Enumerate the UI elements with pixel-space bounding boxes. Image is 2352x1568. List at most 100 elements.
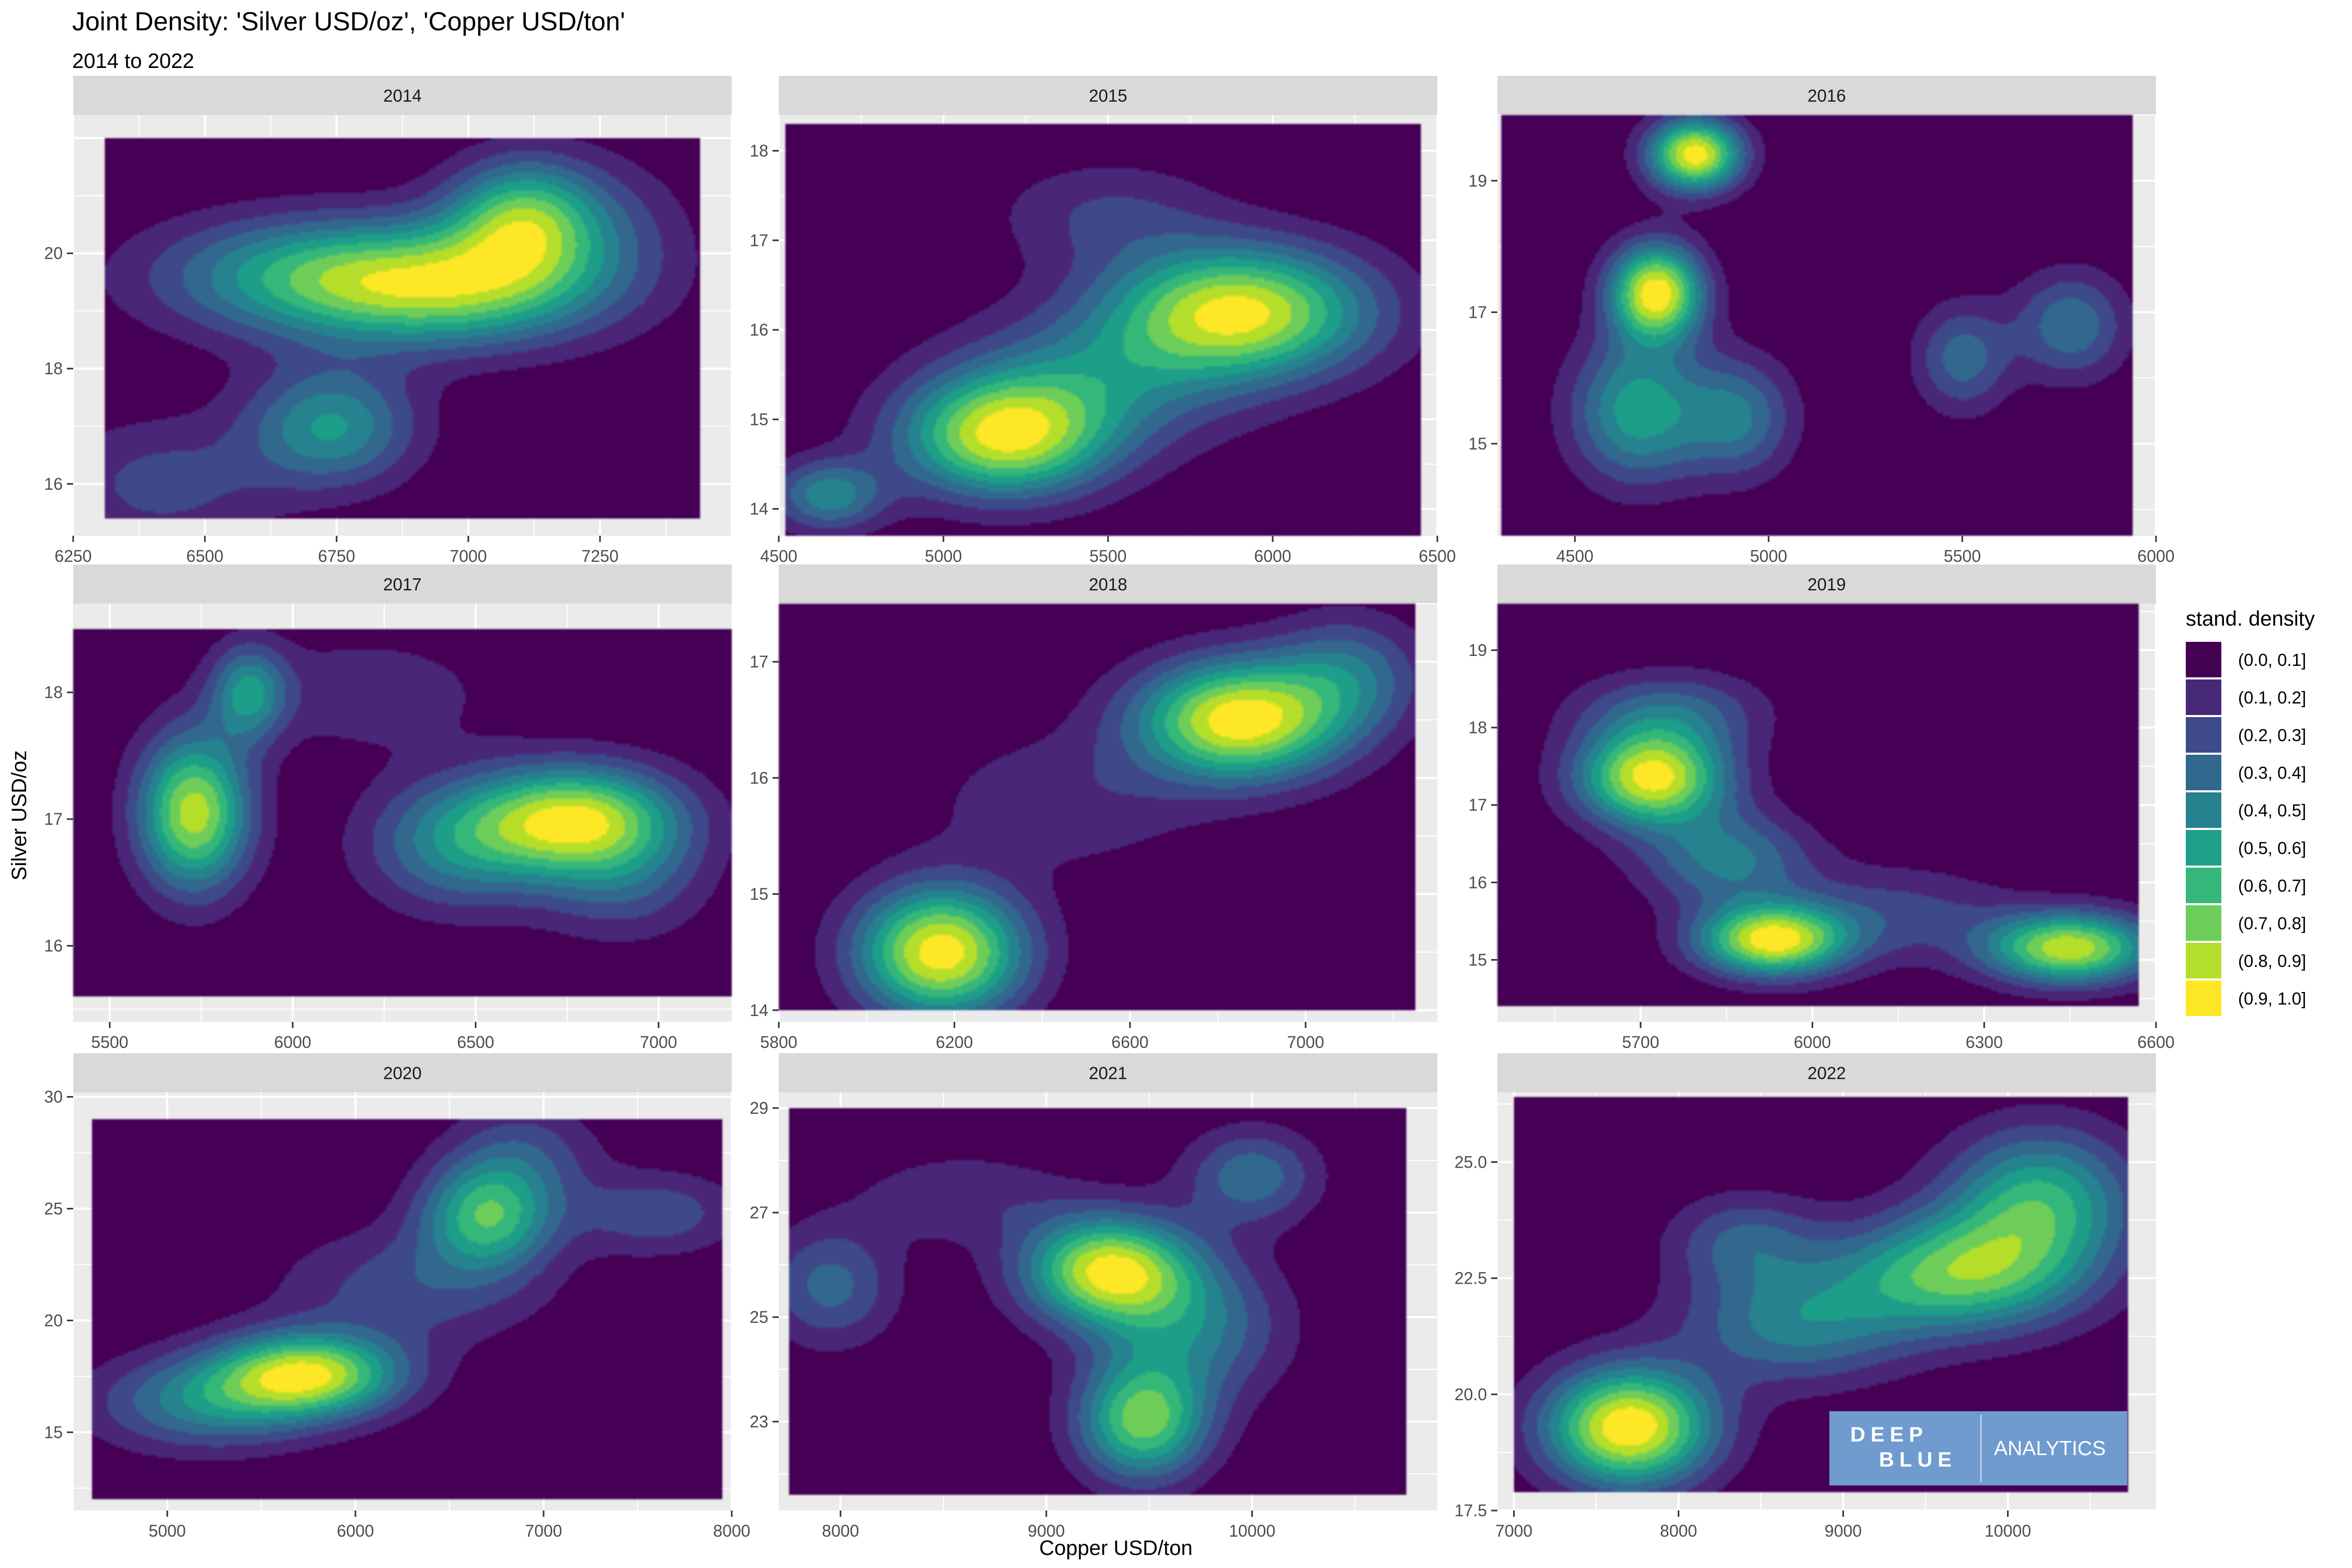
density-raster (1501, 115, 2133, 536)
density-raster (105, 138, 700, 519)
x-tick-label: 7000 (525, 1521, 562, 1540)
facet-strip-label: 2014 (383, 86, 421, 106)
x-tick-label: 6500 (186, 547, 223, 566)
y-tick-label: 23 (750, 1412, 768, 1431)
legend-swatch (2186, 868, 2221, 903)
facet-2015: 2015 4500 5000 5500 6000 6500 14 15 16 17 18 (750, 76, 1456, 566)
facet-strip-label: 2015 (1089, 86, 1127, 106)
facet-2021: 2021 8000 9000 10000 23 25 27 29 (750, 1053, 1437, 1540)
x-tick-label: 6000 (1254, 547, 1291, 566)
facet-strip (73, 1053, 732, 1092)
x-tick-label: 6300 (1966, 1033, 2003, 1052)
facet-strip (73, 76, 732, 115)
density-raster (785, 124, 1421, 536)
facet-strip-label: 2017 (383, 575, 421, 594)
x-tick-label: 5000 (925, 547, 962, 566)
facet-axes: 5800 6200 6600 7000 14 15 16 17 (750, 652, 1324, 1052)
watermark-blue: BLUE (1879, 1448, 1957, 1471)
facet-strip-label: 2019 (1807, 575, 1846, 594)
y-tick-label: 14 (750, 500, 768, 518)
x-tick-label: 7000 (640, 1033, 677, 1052)
facet-2020: 2020 5000 6000 7000 8000 15 20 25 30 (44, 1053, 751, 1540)
y-tick-label: 16 (750, 320, 768, 339)
x-tick-label: 8000 (1660, 1521, 1697, 1540)
x-tick-label: 6250 (54, 547, 91, 566)
y-tick-label: 15 (1468, 950, 1487, 969)
y-tick-label: 25 (44, 1199, 63, 1218)
y-tick-label: 17 (750, 652, 768, 671)
facet-strip (73, 564, 732, 604)
y-tick-label: 17 (44, 810, 63, 828)
legend-label: (0.5, 0.6] (2238, 838, 2306, 858)
chart-title: Joint Density: 'Silver USD/oz', 'Copper … (72, 7, 625, 36)
legend-label: (0.1, 0.2] (2238, 688, 2306, 707)
watermark-deep: DEEP (1850, 1423, 1928, 1446)
density-raster (92, 1119, 722, 1500)
legend-swatch (2186, 642, 2221, 677)
y-tick-label: 16 (44, 475, 63, 493)
facet-axes: 6250 6500 6750 7000 7250 16 18 20 (44, 244, 618, 566)
legend-label: (0.4, 0.5] (2238, 801, 2306, 820)
facet-axes: 4500 5000 5500 6000 6500 14 15 16 17 18 (750, 142, 1456, 566)
legend-swatch (2186, 755, 2221, 790)
x-tick-label: 6000 (274, 1033, 311, 1052)
y-tick-label: 14 (750, 1001, 768, 1020)
facet-strip-label: 2022 (1807, 1064, 1846, 1083)
facet-2017: 2017 5500 6000 6500 7000 16 17 18 (44, 564, 732, 1052)
x-tick-label: 4500 (760, 547, 797, 566)
y-tick-label: 20 (44, 1311, 63, 1330)
x-tick-label: 6500 (1419, 547, 1456, 566)
x-tick-label: 10000 (1229, 1521, 1275, 1540)
legend-label: (0.3, 0.4] (2238, 763, 2306, 782)
x-tick-label: 5000 (148, 1521, 186, 1540)
x-tick-label: 5500 (1944, 547, 1981, 566)
facet-axes: 7000 8000 9000 10000 17.5 20.0 22.5 25.0 (1455, 1152, 2031, 1540)
legend-swatch (2186, 717, 2221, 753)
y-tick-label: 18 (750, 142, 768, 160)
density-raster (73, 629, 732, 997)
y-tick-label: 18 (44, 359, 63, 378)
density-raster (1497, 604, 2139, 1006)
facet-2016: 2016 4500 5000 5500 6000 15 17 19 (1468, 76, 2175, 566)
y-tick-label: 17.5 (1455, 1501, 1487, 1520)
y-tick-label: 15 (750, 885, 768, 904)
legend-swatch (2186, 943, 2221, 978)
y-tick-label: 17 (1468, 303, 1487, 321)
legend-title: stand. density (2186, 607, 2315, 630)
x-tick-label: 6000 (1794, 1033, 1831, 1052)
x-tick-label: 7250 (581, 547, 618, 566)
x-tick-label: 8000 (713, 1521, 750, 1540)
legend-label: (0.8, 0.9] (2238, 951, 2306, 971)
facet-axes: 5500 6000 6500 7000 16 17 18 (44, 683, 677, 1052)
watermark-analytics: ANALYTICS (1994, 1437, 2106, 1460)
facet-strip (1497, 564, 2156, 604)
y-tick-label: 16 (750, 768, 768, 787)
facet-strip (779, 1053, 1437, 1092)
legend-swatch (2186, 792, 2221, 828)
y-tick-label: 25 (750, 1308, 768, 1327)
chart-subtitle: 2014 to 2022 (72, 50, 194, 73)
x-tick-label: 5500 (91, 1033, 128, 1052)
y-tick-label: 22.5 (1455, 1269, 1487, 1288)
x-tick-label: 6000 (337, 1521, 374, 1540)
legend-label: (0.7, 0.8] (2238, 914, 2306, 933)
y-tick-label: 18 (1468, 718, 1487, 737)
watermark-background (1829, 1411, 2127, 1485)
facet-axes: 4500 5000 5500 6000 15 17 19 (1468, 171, 2174, 566)
legend: stand. density (0.0, 0.1] (0.1, 0.2] (0.2,… (2186, 607, 2315, 1016)
x-tick-label: 6600 (1111, 1033, 1148, 1052)
y-tick-label: 16 (1468, 873, 1487, 892)
y-tick-label: 15 (750, 410, 768, 429)
y-tick-label: 20.0 (1455, 1385, 1487, 1404)
y-tick-label: 25.0 (1455, 1152, 1487, 1171)
x-axis-label: Copper USD/ton (1039, 1537, 1192, 1560)
x-tick-label: 5700 (1622, 1033, 1659, 1052)
y-axis-label: Silver USD/oz (8, 751, 31, 881)
y-tick-label: 27 (750, 1203, 768, 1222)
y-tick-label: 18 (44, 683, 63, 702)
x-tick-label: 7000 (1287, 1033, 1324, 1052)
facet-strip-label: 2018 (1089, 575, 1127, 594)
legend-swatch (2186, 905, 2221, 941)
facet-strip-label: 2016 (1807, 86, 1846, 106)
y-tick-label: 19 (1468, 641, 1487, 660)
